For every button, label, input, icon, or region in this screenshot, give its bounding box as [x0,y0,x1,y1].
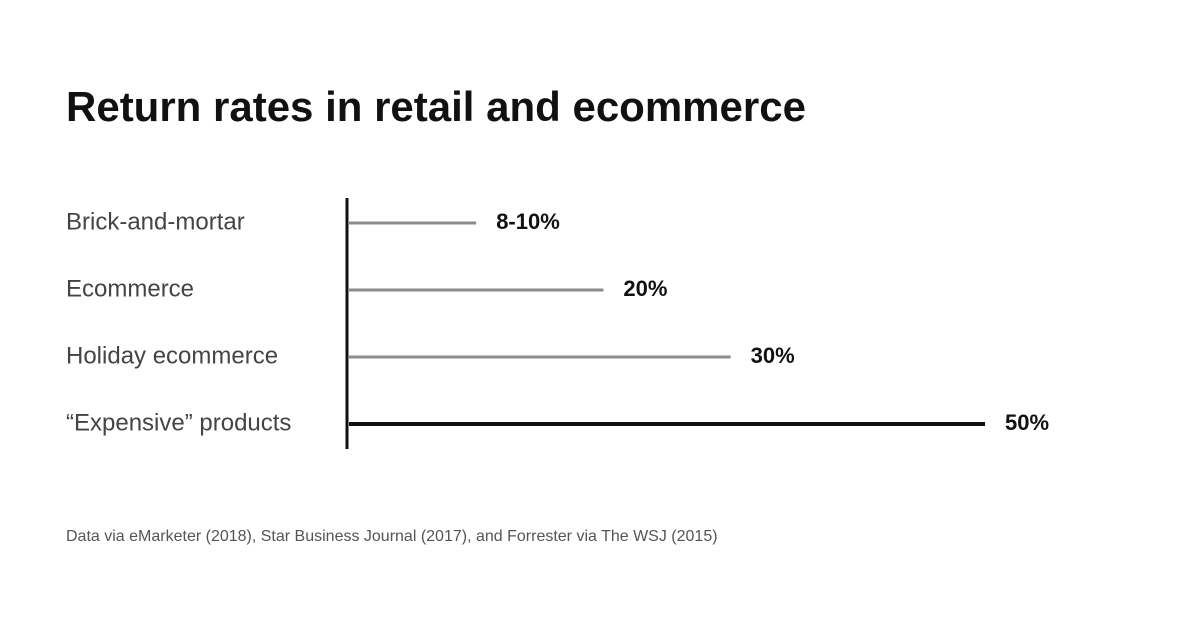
source-note: Data via eMarketer (2018), Star Business… [66,528,718,545]
value-label: 20% [623,276,667,301]
value-label: 8-10% [496,209,560,234]
value-label: 30% [751,343,795,368]
value-label: 50% [1005,410,1049,435]
category-label: Ecommerce [66,275,194,302]
category-label: Brick-and-mortar [66,208,245,235]
category-label: “Expensive” products [66,409,291,436]
category-label: Holiday ecommerce [66,342,278,369]
chart-title: Return rates in retail and ecommerce [66,83,806,130]
